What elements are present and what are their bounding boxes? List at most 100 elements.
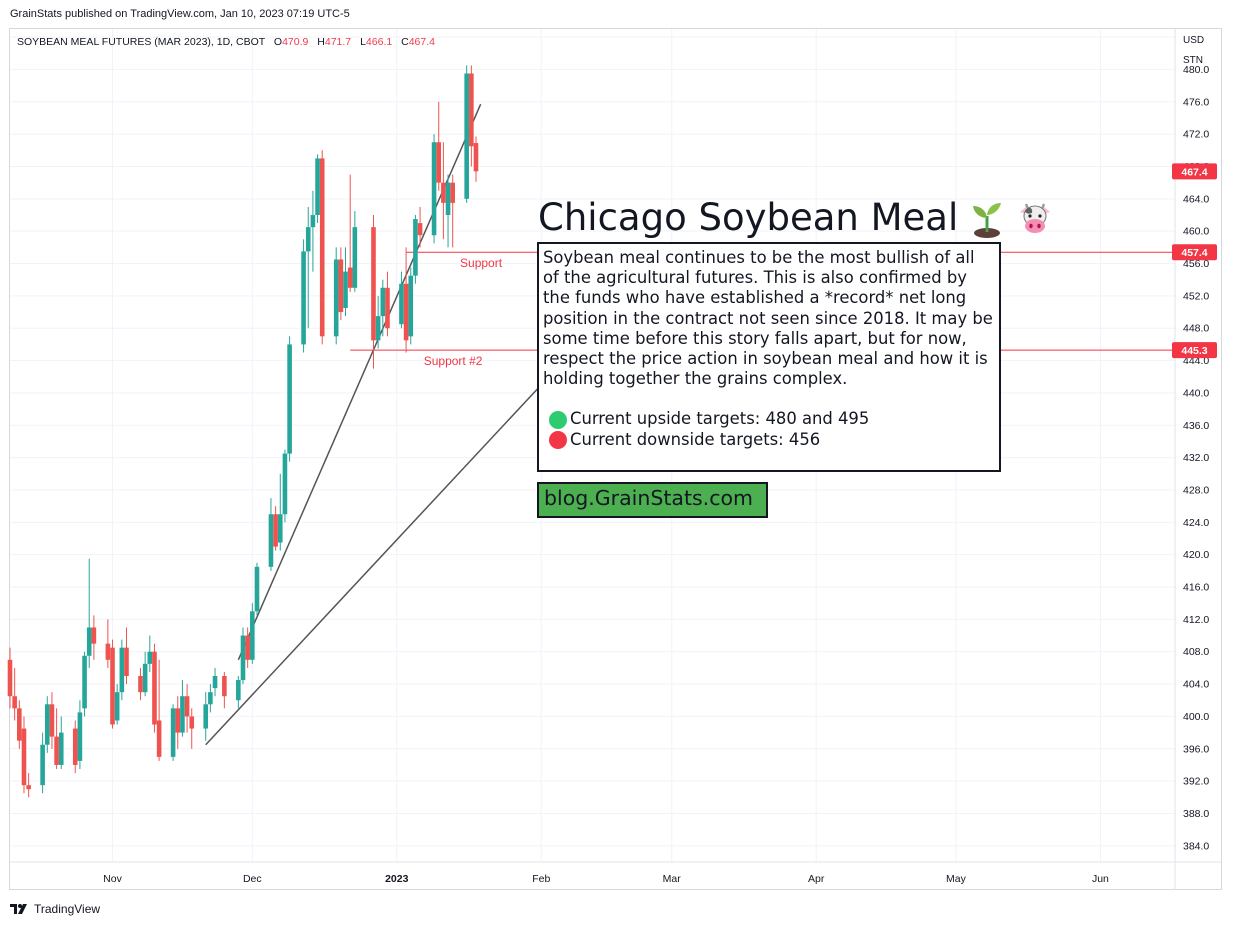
y-tick-label: 388.0 (1183, 808, 1209, 820)
seedling-icon (973, 202, 1002, 238)
candle (399, 271, 404, 329)
candle-body (413, 219, 418, 276)
close-label: C (401, 36, 409, 48)
candle (287, 336, 292, 462)
candle-body (473, 143, 479, 172)
chart-frame (9, 28, 1222, 890)
candle-body (352, 227, 358, 288)
red-circle-icon (549, 430, 567, 449)
candle (273, 506, 278, 551)
open-label: O (273, 36, 283, 48)
candle-body (124, 647, 129, 676)
candle-body (170, 708, 176, 757)
candle-body (347, 267, 353, 288)
y-tick-label: 456.0 (1183, 258, 1209, 270)
candle (375, 295, 381, 349)
candle-body (375, 316, 381, 341)
currency-label[interactable]: USD (1183, 35, 1205, 46)
candle (385, 271, 390, 337)
candle-body (436, 142, 442, 183)
y-tick-label: 448.0 (1183, 323, 1209, 335)
high-label: H (317, 36, 325, 48)
candle-body (184, 696, 190, 717)
unit-label[interactable]: STN (1183, 55, 1203, 66)
candle (12, 667, 17, 721)
candle (473, 136, 479, 182)
symbol-title[interactable]: SOYBEAN MEAL FUTURES (MAR 2023), 1D, CBO… (17, 36, 265, 48)
candle (254, 562, 260, 616)
tradingview-footer[interactable]: TradingView (10, 902, 100, 916)
candle-body (245, 635, 250, 660)
candle (352, 210, 358, 292)
price-badge-label: 457.4 (1181, 247, 1207, 259)
candle (403, 247, 409, 353)
candle-body (371, 227, 376, 341)
candle-body (208, 692, 213, 705)
candle (86, 558, 92, 668)
trendline (237, 103, 482, 661)
y-tick-label: 428.0 (1183, 484, 1209, 496)
candle-body (268, 514, 274, 567)
candle-body (380, 287, 386, 317)
candle-body (189, 716, 195, 729)
candle-body (44, 704, 50, 745)
candle-body (408, 275, 414, 337)
candle-body (310, 215, 316, 228)
y-tick-label: 404.0 (1183, 679, 1209, 691)
green-circle-icon (549, 410, 567, 429)
candle-body (142, 663, 148, 693)
note-title: Chicago Soybean Meal (538, 196, 1054, 239)
candle (319, 150, 325, 345)
candle (417, 206, 423, 248)
blog-link[interactable]: blog.GrainStats.com (537, 482, 768, 518)
candle-body (250, 611, 255, 660)
candle-body (147, 651, 153, 664)
analysis-note[interactable]: Soybean meal continues to be the most bu… (537, 242, 1001, 472)
note-body: Soybean meal continues to be the most bu… (543, 248, 993, 389)
price-badge-label: 445.3 (1181, 345, 1207, 357)
candle (469, 65, 474, 167)
downside-target-line: Current downside targets: 456 (543, 430, 995, 450)
y-tick-label: 436.0 (1183, 420, 1209, 432)
candle-body (17, 708, 22, 741)
cow-face-icon (1020, 203, 1051, 233)
candle (49, 692, 55, 749)
candle (119, 639, 125, 701)
x-tick-label: Nov (103, 873, 122, 885)
candle-body (110, 647, 115, 725)
candle (301, 239, 306, 353)
candle (142, 651, 148, 697)
candle (114, 684, 120, 725)
y-tick-label: 464.0 (1183, 193, 1209, 205)
candle-body (445, 182, 451, 216)
candle-body (138, 675, 143, 693)
candle-body (40, 744, 45, 786)
candle-body (7, 659, 13, 697)
candle (40, 732, 45, 794)
candle (333, 247, 339, 345)
candle-body (450, 182, 455, 203)
candle-body (91, 627, 97, 644)
y-tick-label: 480.0 (1183, 64, 1209, 76)
candle-body (54, 736, 59, 765)
candle (91, 615, 97, 660)
y-tick-label: 400.0 (1183, 711, 1209, 723)
y-tick-label: 420.0 (1183, 549, 1209, 561)
candle-body (254, 566, 260, 612)
downside-targets: Current downside targets: 456 (570, 429, 821, 449)
candle (445, 174, 451, 248)
candle (203, 692, 209, 741)
candle (44, 696, 50, 753)
candle (268, 498, 274, 571)
y-tick-label: 472.0 (1183, 129, 1209, 141)
support-level-label: Support (460, 256, 503, 270)
candle-body (464, 73, 469, 199)
candle-body (21, 728, 27, 786)
note-title-text: Chicago Soybean Meal (538, 196, 959, 239)
candle-body (305, 227, 311, 252)
candle (77, 700, 83, 769)
candle (175, 696, 181, 749)
candle (441, 142, 446, 240)
candle-body (338, 259, 344, 313)
candle-body (399, 283, 404, 325)
